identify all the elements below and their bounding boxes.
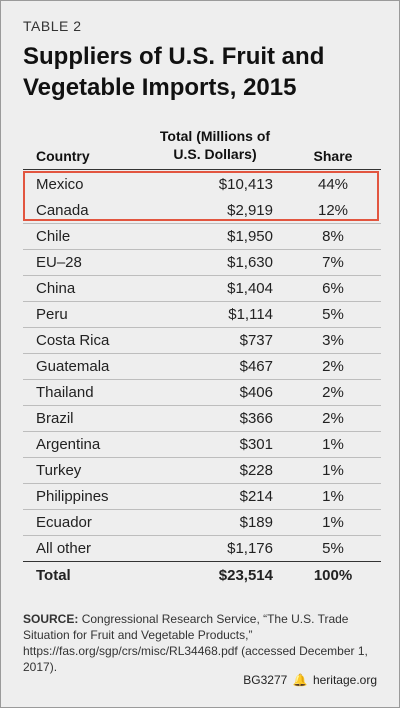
table-row: China $1,404 6% (23, 275, 381, 302)
cell-country: All other (36, 540, 92, 557)
report-code: BG3277 (243, 673, 288, 687)
column-header-total: Total (Millions of U.S. Dollars) (159, 128, 271, 162)
cell-share: 7% (322, 254, 344, 271)
table-row: Argentina $301 1% (23, 431, 381, 458)
table-row: All other $1,176 5% (23, 535, 381, 562)
cell-country: Turkey (36, 462, 82, 479)
cell-share: 2% (322, 358, 344, 375)
table-row: Ecuador $189 1% (23, 509, 381, 536)
cell-total: $366 (239, 410, 273, 427)
cell-total: $1,950 (227, 228, 273, 245)
cell-share: 5% (322, 540, 344, 557)
table-title: Suppliers of U.S. Fruit and Vegetable Im… (23, 43, 325, 101)
column-header-country: Country (36, 148, 90, 164)
cell-share: 6% (322, 280, 344, 297)
cell-total: $1,114 (228, 306, 273, 323)
cell-country: Peru (36, 306, 68, 323)
cell-total: $737 (239, 332, 273, 349)
table-row: Canada $2,919 12% (23, 197, 381, 224)
table-row: Peru $1,114 5% (23, 301, 381, 328)
total-row: Total $23,514 100% (23, 561, 381, 590)
source-note: SOURCE: Congressional Research Service, … (23, 611, 383, 675)
total-label: Total (36, 567, 71, 584)
cell-share: 1% (322, 488, 344, 505)
cell-share: 1% (322, 436, 344, 453)
total-value: $23,514 (218, 567, 273, 584)
cell-country: Chile (36, 228, 71, 245)
table-label: TABLE 2 (23, 18, 82, 34)
table-row: Guatemala $467 2% (23, 353, 381, 380)
cell-share: 12% (317, 202, 349, 219)
cell-country: EU–28 (36, 254, 82, 271)
cell-country: China (36, 280, 76, 297)
site-name: heritage.org (312, 673, 377, 687)
header-rule (23, 169, 381, 170)
cell-total: $214 (239, 488, 273, 505)
source-label: SOURCE: (23, 612, 79, 626)
total-share: 100% (313, 567, 353, 584)
cell-country: Guatemala (36, 358, 110, 375)
cell-country: Canada (36, 202, 89, 219)
cell-share: 5% (322, 306, 344, 323)
liberty-bell-icon: 🔔 (292, 673, 308, 687)
cell-share: 44% (317, 176, 349, 193)
cell-total: $467 (239, 358, 273, 375)
table-row: EU–28 $1,630 7% (23, 249, 381, 276)
cell-share: 1% (322, 514, 344, 531)
highlight-box (23, 171, 379, 221)
cell-total: $10,413 (218, 176, 273, 193)
cell-country: Costa Rica (36, 332, 110, 349)
cell-total: $228 (239, 462, 273, 479)
cell-country: Thailand (36, 384, 94, 401)
table-row: Philippines $214 1% (23, 483, 381, 510)
cell-country: Brazil (36, 410, 74, 427)
cell-country: Philippines (36, 488, 109, 505)
cell-total: $1,630 (227, 254, 273, 271)
cell-country: Ecuador (36, 514, 92, 531)
cell-share: 8% (322, 228, 344, 245)
table-row: Chile $1,950 8% (23, 223, 381, 250)
table-row: Thailand $406 2% (23, 379, 381, 406)
cell-total: $2,919 (227, 202, 273, 219)
cell-share: 2% (322, 410, 344, 427)
cell-total: $406 (239, 384, 273, 401)
cell-country: Argentina (36, 436, 101, 453)
source-text: Congressional Research Service, “The U.S… (23, 612, 368, 674)
table-row: Mexico $10,413 44% (23, 171, 381, 197)
table-row: Brazil $366 2% (23, 405, 381, 432)
cell-share: 2% (322, 384, 344, 401)
cell-country: Mexico (36, 176, 84, 193)
cell-total: $189 (239, 514, 273, 531)
column-header-share: Share (313, 148, 353, 164)
table-row: Turkey $228 1% (23, 457, 381, 484)
cell-share: 1% (322, 462, 344, 479)
cell-total: $1,176 (227, 540, 273, 557)
table-row: Costa Rica $737 3% (23, 327, 381, 354)
cell-total: $1,404 (227, 280, 273, 297)
cell-share: 3% (322, 332, 344, 349)
footer: BG3277 🔔 heritage.org (243, 673, 377, 687)
cell-total: $301 (239, 436, 273, 453)
